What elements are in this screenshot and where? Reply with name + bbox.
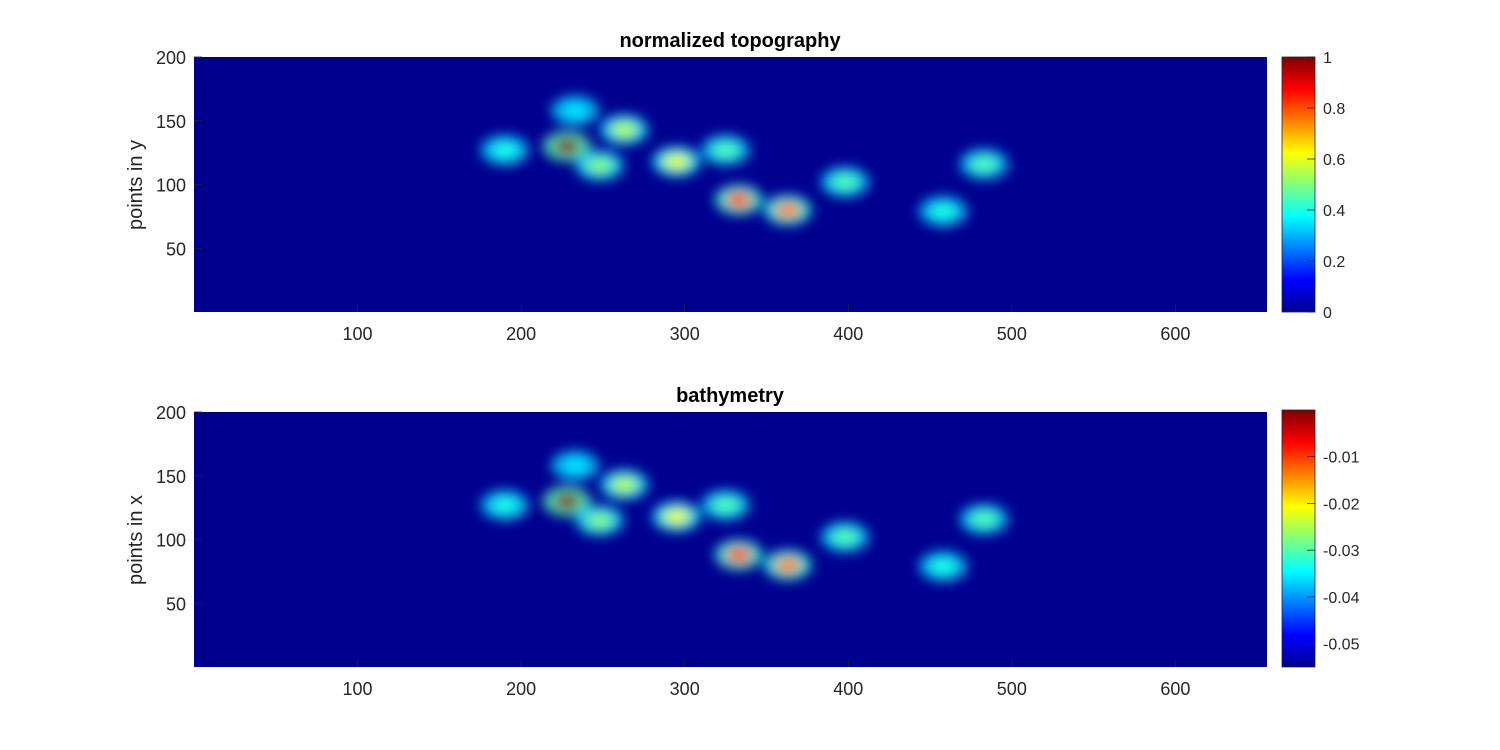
y-tick-label: 200 [156,403,186,423]
y-tick-label: 150 [156,112,186,132]
colorbar-tick-label: -0.02 [1323,496,1360,513]
colorbar-tick-label: 1 [1323,50,1332,67]
feature-peak [712,497,739,514]
feature-peak [586,157,613,174]
y-tick-label: 50 [166,594,186,614]
topography-x-ticks: 100 200 300 400 500 600 [343,304,1190,344]
bathymetry-title: bathymetry [676,385,785,407]
bathymetry-y-axis-label: points in x [125,495,147,585]
topography-colorbar-ticks: 0 0.2 0.4 0.6 0.8 1 [1307,50,1345,322]
bathymetry-y-ticks: 50 100 150 200 [156,403,202,614]
x-tick-label: 100 [343,679,373,699]
feature-peak [491,142,518,159]
bathymetry-colorbar [1281,409,1316,668]
y-tick-label: 100 [156,531,186,551]
feature-peak [586,512,613,529]
topography-plot-area [194,57,1267,312]
x-tick-label: 600 [1160,679,1190,699]
feature-peak [831,528,858,545]
feature-peak [725,191,752,208]
colorbar-tick-label: 0.6 [1323,152,1345,169]
feature-peak [831,173,858,190]
feature-peak [562,102,589,119]
topography-y-axis-label: points in y [125,140,147,230]
x-tick-label: 200 [506,324,536,344]
feature-peak [930,558,957,575]
y-tick-label: 50 [166,239,186,259]
feature-peak [553,493,580,510]
y-tick-label: 200 [156,48,186,68]
x-tick-label: 600 [1160,324,1190,344]
colorbar-tick-label: 0.2 [1323,254,1345,271]
feature-peak [774,557,801,573]
bathymetry-panel: bathymetry 100 200 300 400 500 600 50 100 150 20… [125,385,1360,699]
feature-peak [611,121,638,138]
feature-peak [774,202,801,218]
colorbar-tick-label: 0.4 [1323,203,1345,220]
colorbar-tick-label: -0.01 [1323,450,1360,467]
topography-title: normalized topography [619,30,841,52]
x-tick-label: 300 [670,324,700,344]
x-tick-label: 500 [997,679,1027,699]
feature-peak [553,138,580,155]
x-tick-label: 400 [833,324,863,344]
x-tick-label: 100 [343,324,373,344]
colorbar-tick-label: 0.8 [1323,101,1345,118]
colorbar-tick-label: 0 [1323,305,1332,322]
feature-peak [562,457,589,474]
x-tick-label: 400 [833,679,863,699]
feature-peak [725,546,752,563]
feature-peak [712,142,739,159]
feature-peak [971,511,998,528]
colorbar-tick-label: -0.03 [1323,543,1360,560]
x-tick-label: 500 [997,324,1027,344]
y-tick-label: 100 [156,176,186,196]
topography-y-ticks: 50 100 150 200 [156,48,202,259]
bathymetry-x-ticks: 100 200 300 400 500 600 [343,659,1190,699]
feature-peak [611,476,638,493]
bathymetry-features [480,450,1009,582]
topography-features [480,95,1009,227]
y-tick-label: 150 [156,467,186,487]
topography-panel: normalized topography 100 200 300 400 500 600… [125,30,1345,344]
bathymetry-colorbar-ticks: -0.05 -0.04 -0.03 -0.02 -0.01 [1307,450,1360,654]
x-tick-label: 200 [506,679,536,699]
feature-peak [663,508,690,525]
colorbar-tick-label: -0.05 [1323,637,1360,654]
feature-peak [663,153,690,170]
feature-peak [971,156,998,173]
topography-colorbar [1281,56,1316,313]
bathymetry-plot-area [194,412,1267,667]
colorbar-tick-label: -0.04 [1323,590,1360,607]
feature-peak [491,497,518,514]
x-tick-label: 300 [670,679,700,699]
feature-peak [930,203,957,220]
